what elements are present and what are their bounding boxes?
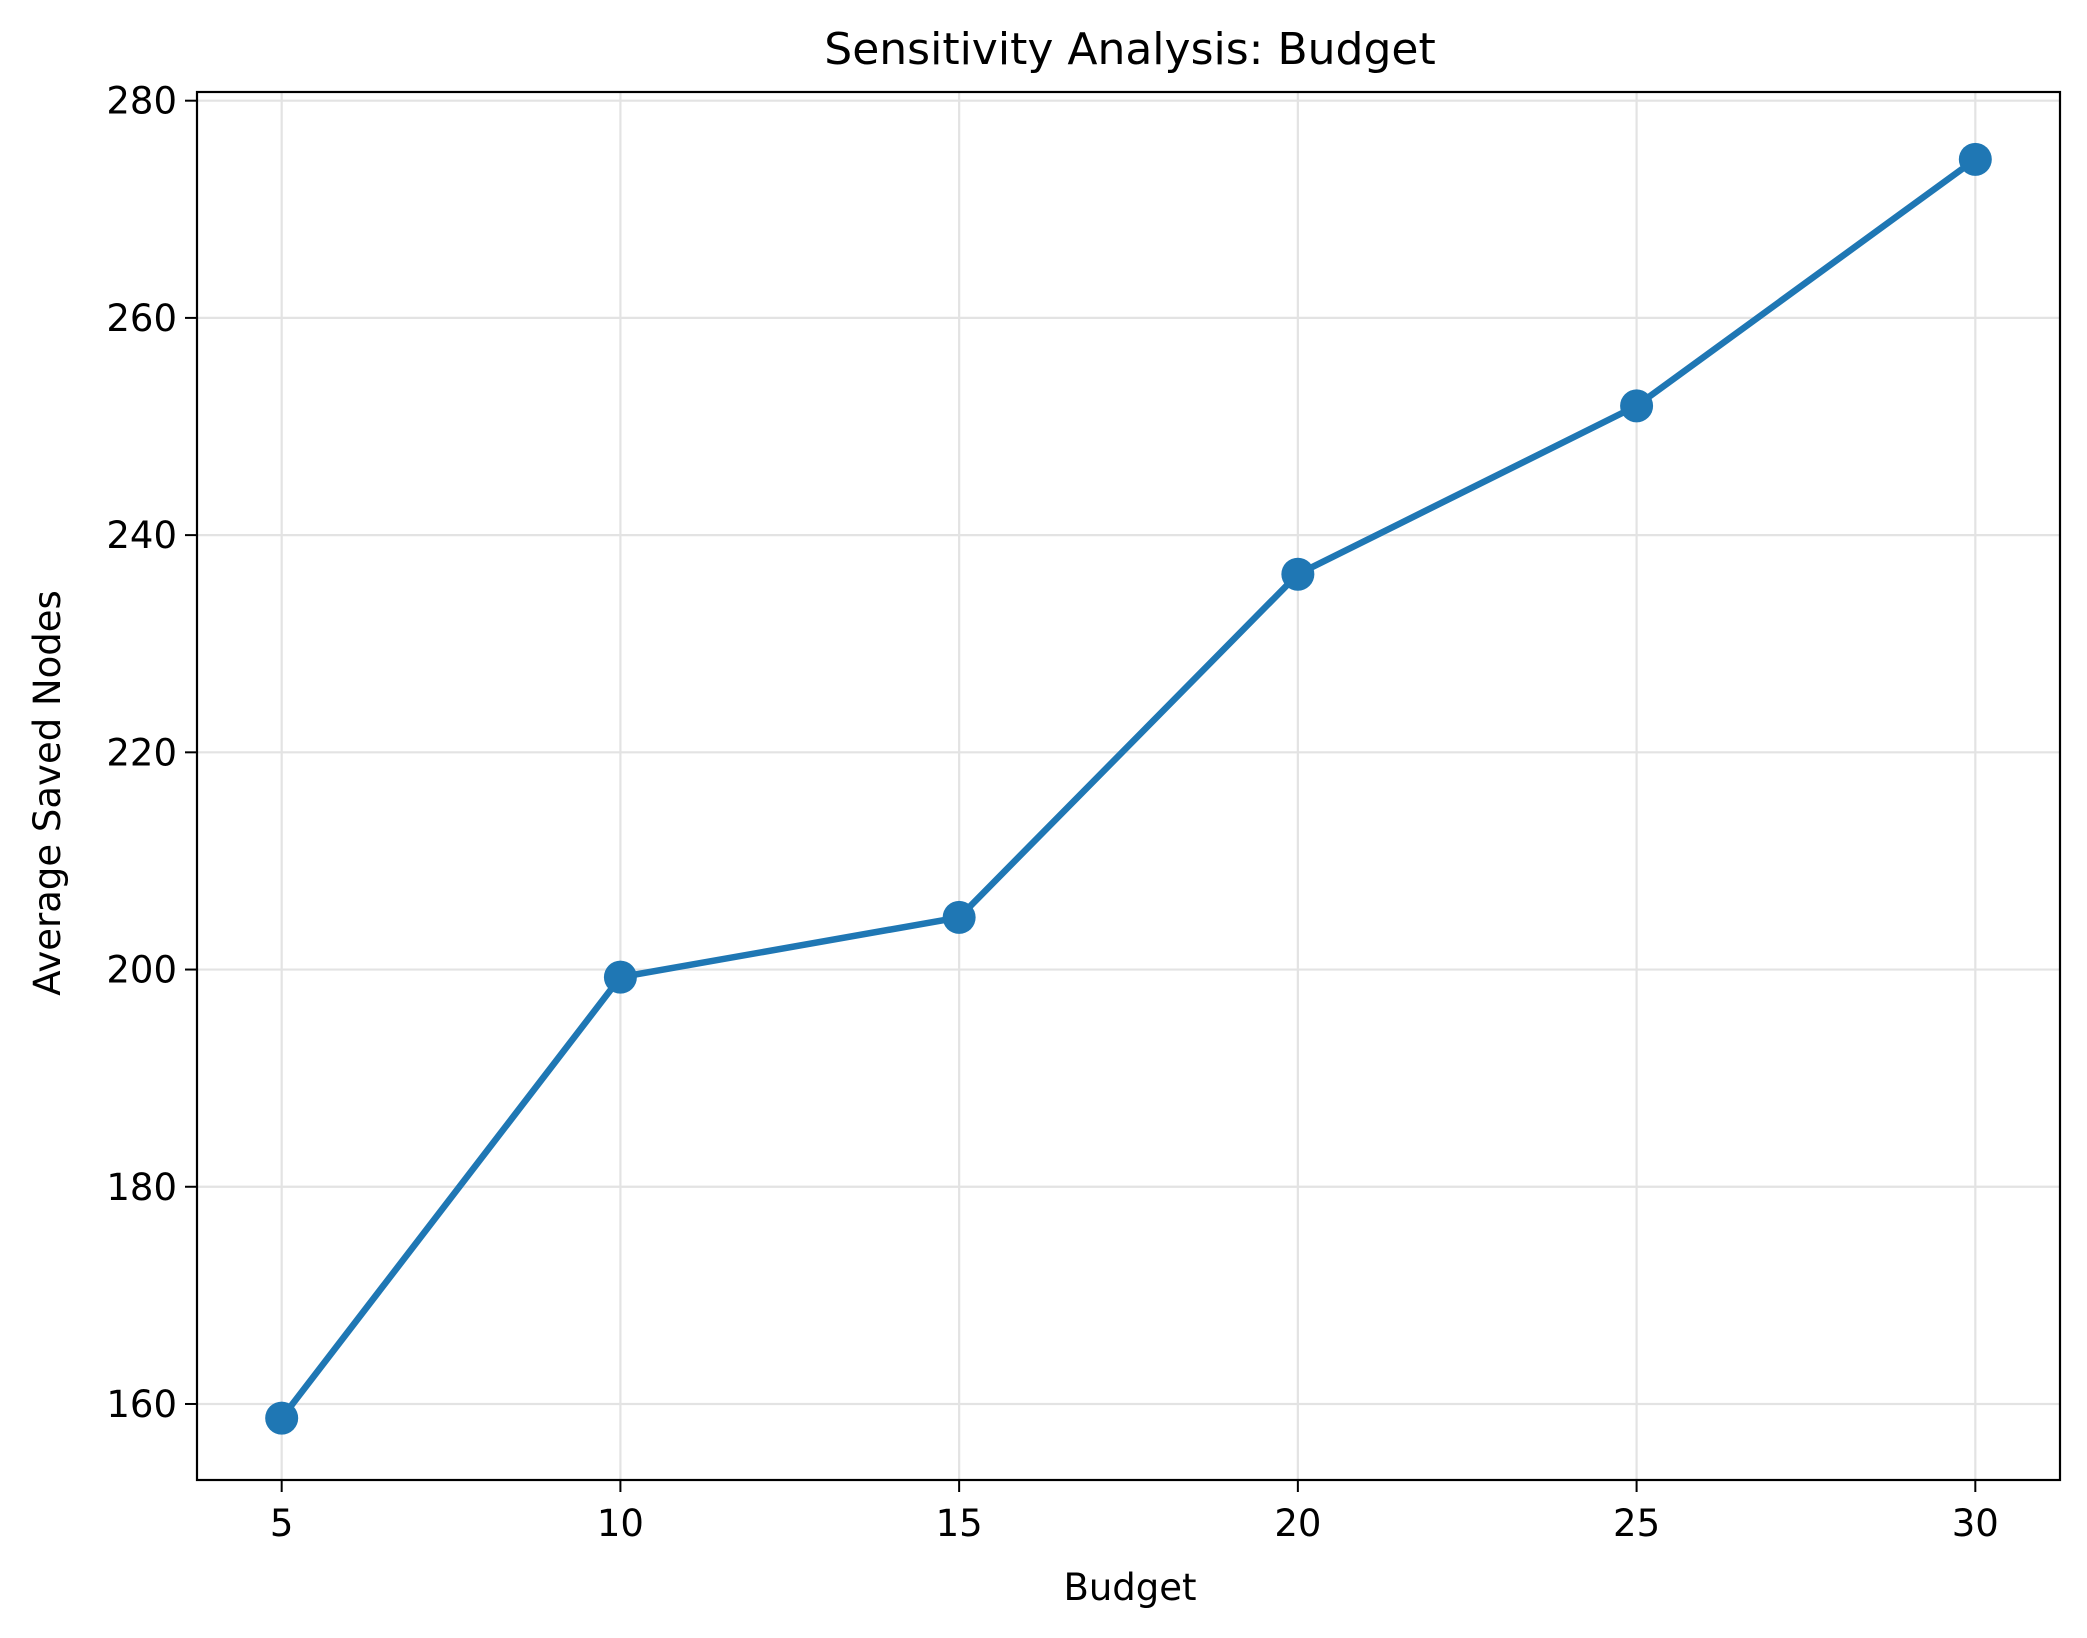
grid-lines [197,92,2060,1480]
x-tick-label: 30 [1952,1502,1999,1545]
x-axis-ticks: 5 10 15 20 25 30 [270,1480,1999,1545]
x-tick-label: 10 [597,1502,644,1545]
x-tick-label: 15 [936,1502,983,1545]
data-point [1620,389,1654,423]
y-tick-label: 200 [106,949,177,992]
data-point [1281,557,1315,591]
y-tick-label: 160 [106,1383,177,1426]
data-point [265,1401,299,1435]
y-tick-label: 180 [106,1166,177,1209]
x-tick-label: 5 [270,1502,294,1545]
y-tick-label: 260 [106,297,177,340]
y-tick-label: 240 [106,514,177,557]
series-layer [265,142,1992,1435]
series-line [278,156,1979,1422]
plot-frame [195,90,2062,1482]
data-point [603,960,637,994]
data-point [1958,142,1992,176]
y-tick-label: 280 [106,80,177,123]
y-axis-ticks: 160 180 200 220 240 260 280 [106,80,197,1426]
x-axis-label: Budget [1063,1566,1196,1609]
x-tick-label: 25 [1613,1502,1660,1545]
chart-title: Sensitivity Analysis: Budget [824,24,1435,75]
data-point [942,900,976,934]
y-axis-label: Average Saved Nodes [26,590,69,996]
x-tick-label: 20 [1274,1502,1321,1545]
y-tick-label: 220 [106,731,177,774]
